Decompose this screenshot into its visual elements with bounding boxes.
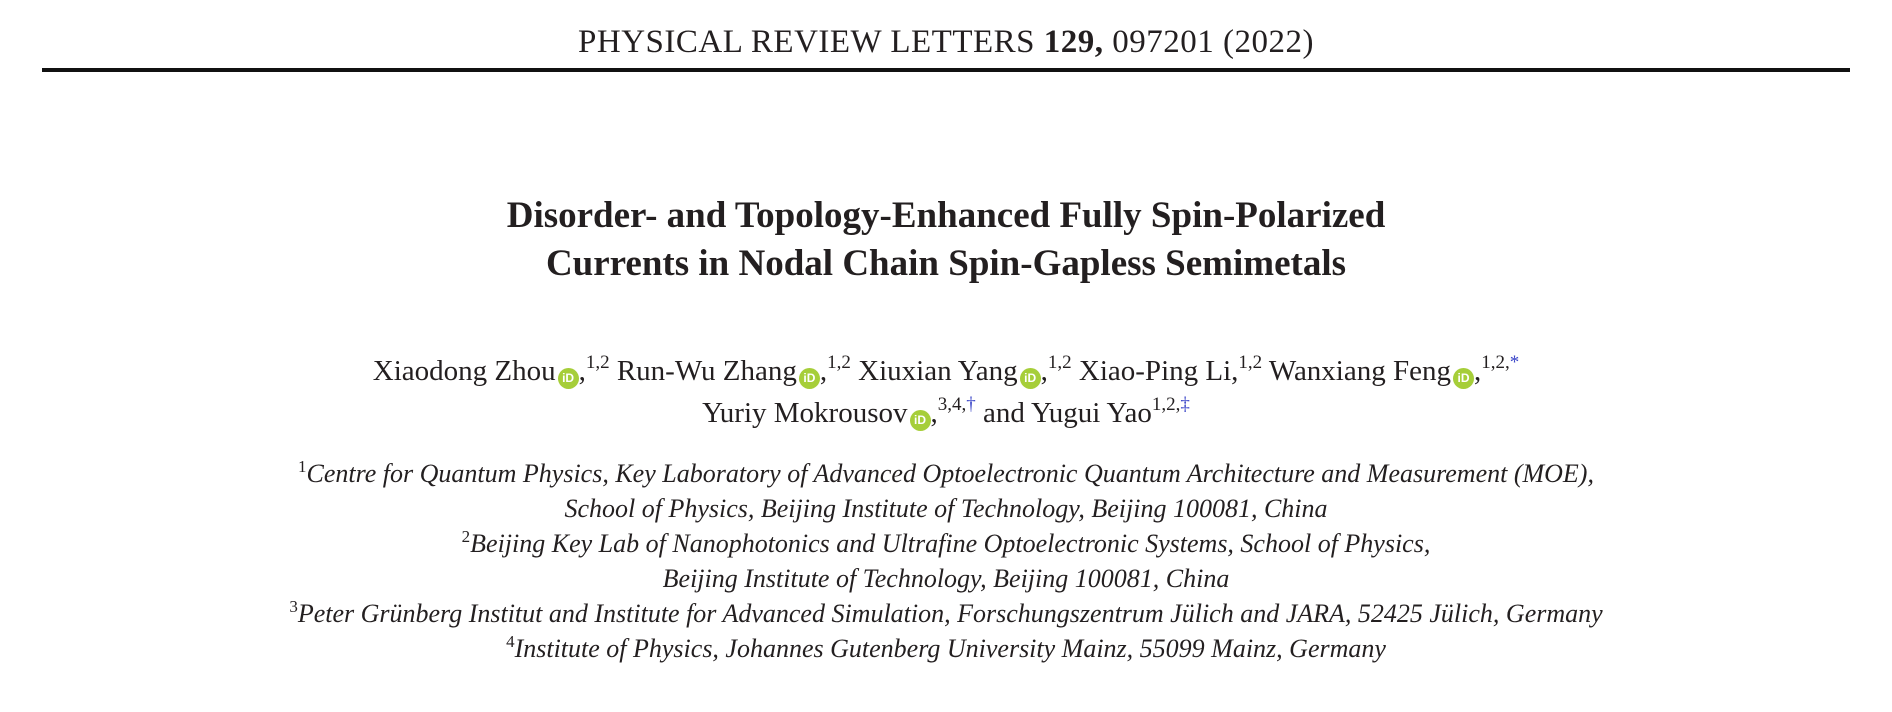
author-comma: , (1231, 355, 1239, 387)
affiliation-text: Institute of Physics, Johannes Gutenberg… (514, 634, 1386, 663)
author-and-prefix: and (983, 397, 1032, 429)
author-comma: , (578, 355, 586, 387)
affiliation-line: 4Institute of Physics, Johannes Gutenber… (0, 631, 1892, 666)
affiliation-line: Beijing Institute of Technology, Beijing… (0, 561, 1892, 596)
author-name: Run-Wu Zhang (616, 355, 797, 387)
paper-title: Disorder- and Topology-Enhanced Fully Sp… (0, 192, 1892, 288)
author-affiliation-sup: 1,2 (1238, 352, 1263, 374)
journal-article-code: 097201 (2022) (1112, 24, 1314, 60)
journal-volume: 129, (1043, 24, 1104, 60)
affiliation-text: Beijing Key Lab of Nanophotonics and Ult… (470, 529, 1431, 558)
affiliation-text: School of Physics, Beijing Institute of … (564, 494, 1328, 523)
header-rule (42, 68, 1850, 72)
author-name: Yuriy Mokrousov (702, 397, 908, 429)
affiliation-text: Peter Grünberg Institut and Institute fo… (297, 599, 1603, 628)
author-affiliation-sup: 1,2 (827, 352, 851, 374)
journal-header: PHYSICAL REVIEW LETTERS 129, 097201 (202… (0, 22, 1892, 72)
paper-title-line-2: Currents in Nodal Chain Spin-Gapless Sem… (545, 243, 1347, 284)
author-comma: , (1040, 355, 1048, 387)
orcid-icon[interactable]: iD (798, 367, 820, 389)
author-affiliation-sup: 1,2 (1047, 352, 1072, 374)
orcid-icon[interactable]: iD (909, 409, 931, 431)
affiliation-number: 3 (289, 596, 298, 616)
orcid-icon[interactable]: iD (1453, 367, 1474, 389)
affiliation-line: School of Physics, Beijing Institute of … (0, 491, 1892, 526)
affiliation-line: 2Beijing Key Lab of Nanophotonics and Ul… (0, 526, 1892, 561)
affiliation-number: 1 (298, 456, 307, 476)
author-name: Wanxiang Feng (1268, 355, 1451, 387)
author-line-2: Yuriy Mokrousov iD ,3,4,† and Yugui Yao1,2… (0, 392, 1892, 434)
orcid-icon[interactable]: iD (1019, 367, 1041, 389)
orcid-icon[interactable]: iD (557, 367, 579, 389)
paper-title-line-1: Disorder- and Topology-Enhanced Fully Sp… (506, 195, 1386, 236)
author-name: Xiaodong Zhou (372, 355, 556, 387)
author-line-1: Xiaodong Zhou iD ,1,2 Run-Wu Zhang iD ,1,2 X… (0, 350, 1892, 392)
affiliation-text: Beijing Institute of Technology, Beijing… (662, 564, 1230, 593)
author-affiliation-sup: 1,2,‡ (1151, 394, 1190, 416)
affiliation-number: 2 (461, 526, 471, 546)
journal-name: PHYSICAL REVIEW LETTERS (578, 24, 1035, 60)
footnote-symbol[interactable]: ‡ (1180, 394, 1190, 416)
affiliation-list: 1Centre for Quantum Physics, Key Laborat… (0, 456, 1892, 666)
affiliation-text: Centre for Quantum Physics, Key Laborato… (306, 459, 1594, 488)
author-name: Xiuxian Yang (858, 355, 1018, 387)
footnote-symbol[interactable]: * (1509, 352, 1520, 374)
author-comma: , (819, 355, 828, 387)
affiliation-number: 4 (506, 631, 515, 651)
author-affiliation-sup: 3,4,† (937, 394, 976, 416)
affiliation-line: 3Peter Grünberg Institut and Institute f… (0, 596, 1892, 631)
author-comma: , (1474, 355, 1482, 387)
author-comma: , (930, 397, 938, 429)
journal-title-line: PHYSICAL REVIEW LETTERS 129, 097201 (202… (0, 22, 1892, 62)
author-affiliation-sup: 1,2 (585, 352, 610, 374)
author-name: Xiao-Ping Li (1078, 355, 1232, 387)
author-affiliation-sup: 1,2,* (1481, 352, 1520, 374)
footnote-symbol[interactable]: † (966, 394, 976, 416)
author-name: Yugui Yao (1031, 397, 1152, 429)
affiliation-line: 1Centre for Quantum Physics, Key Laborat… (0, 456, 1892, 491)
author-list: Xiaodong Zhou iD ,1,2 Run-Wu Zhang iD ,1,2 X… (0, 350, 1892, 434)
